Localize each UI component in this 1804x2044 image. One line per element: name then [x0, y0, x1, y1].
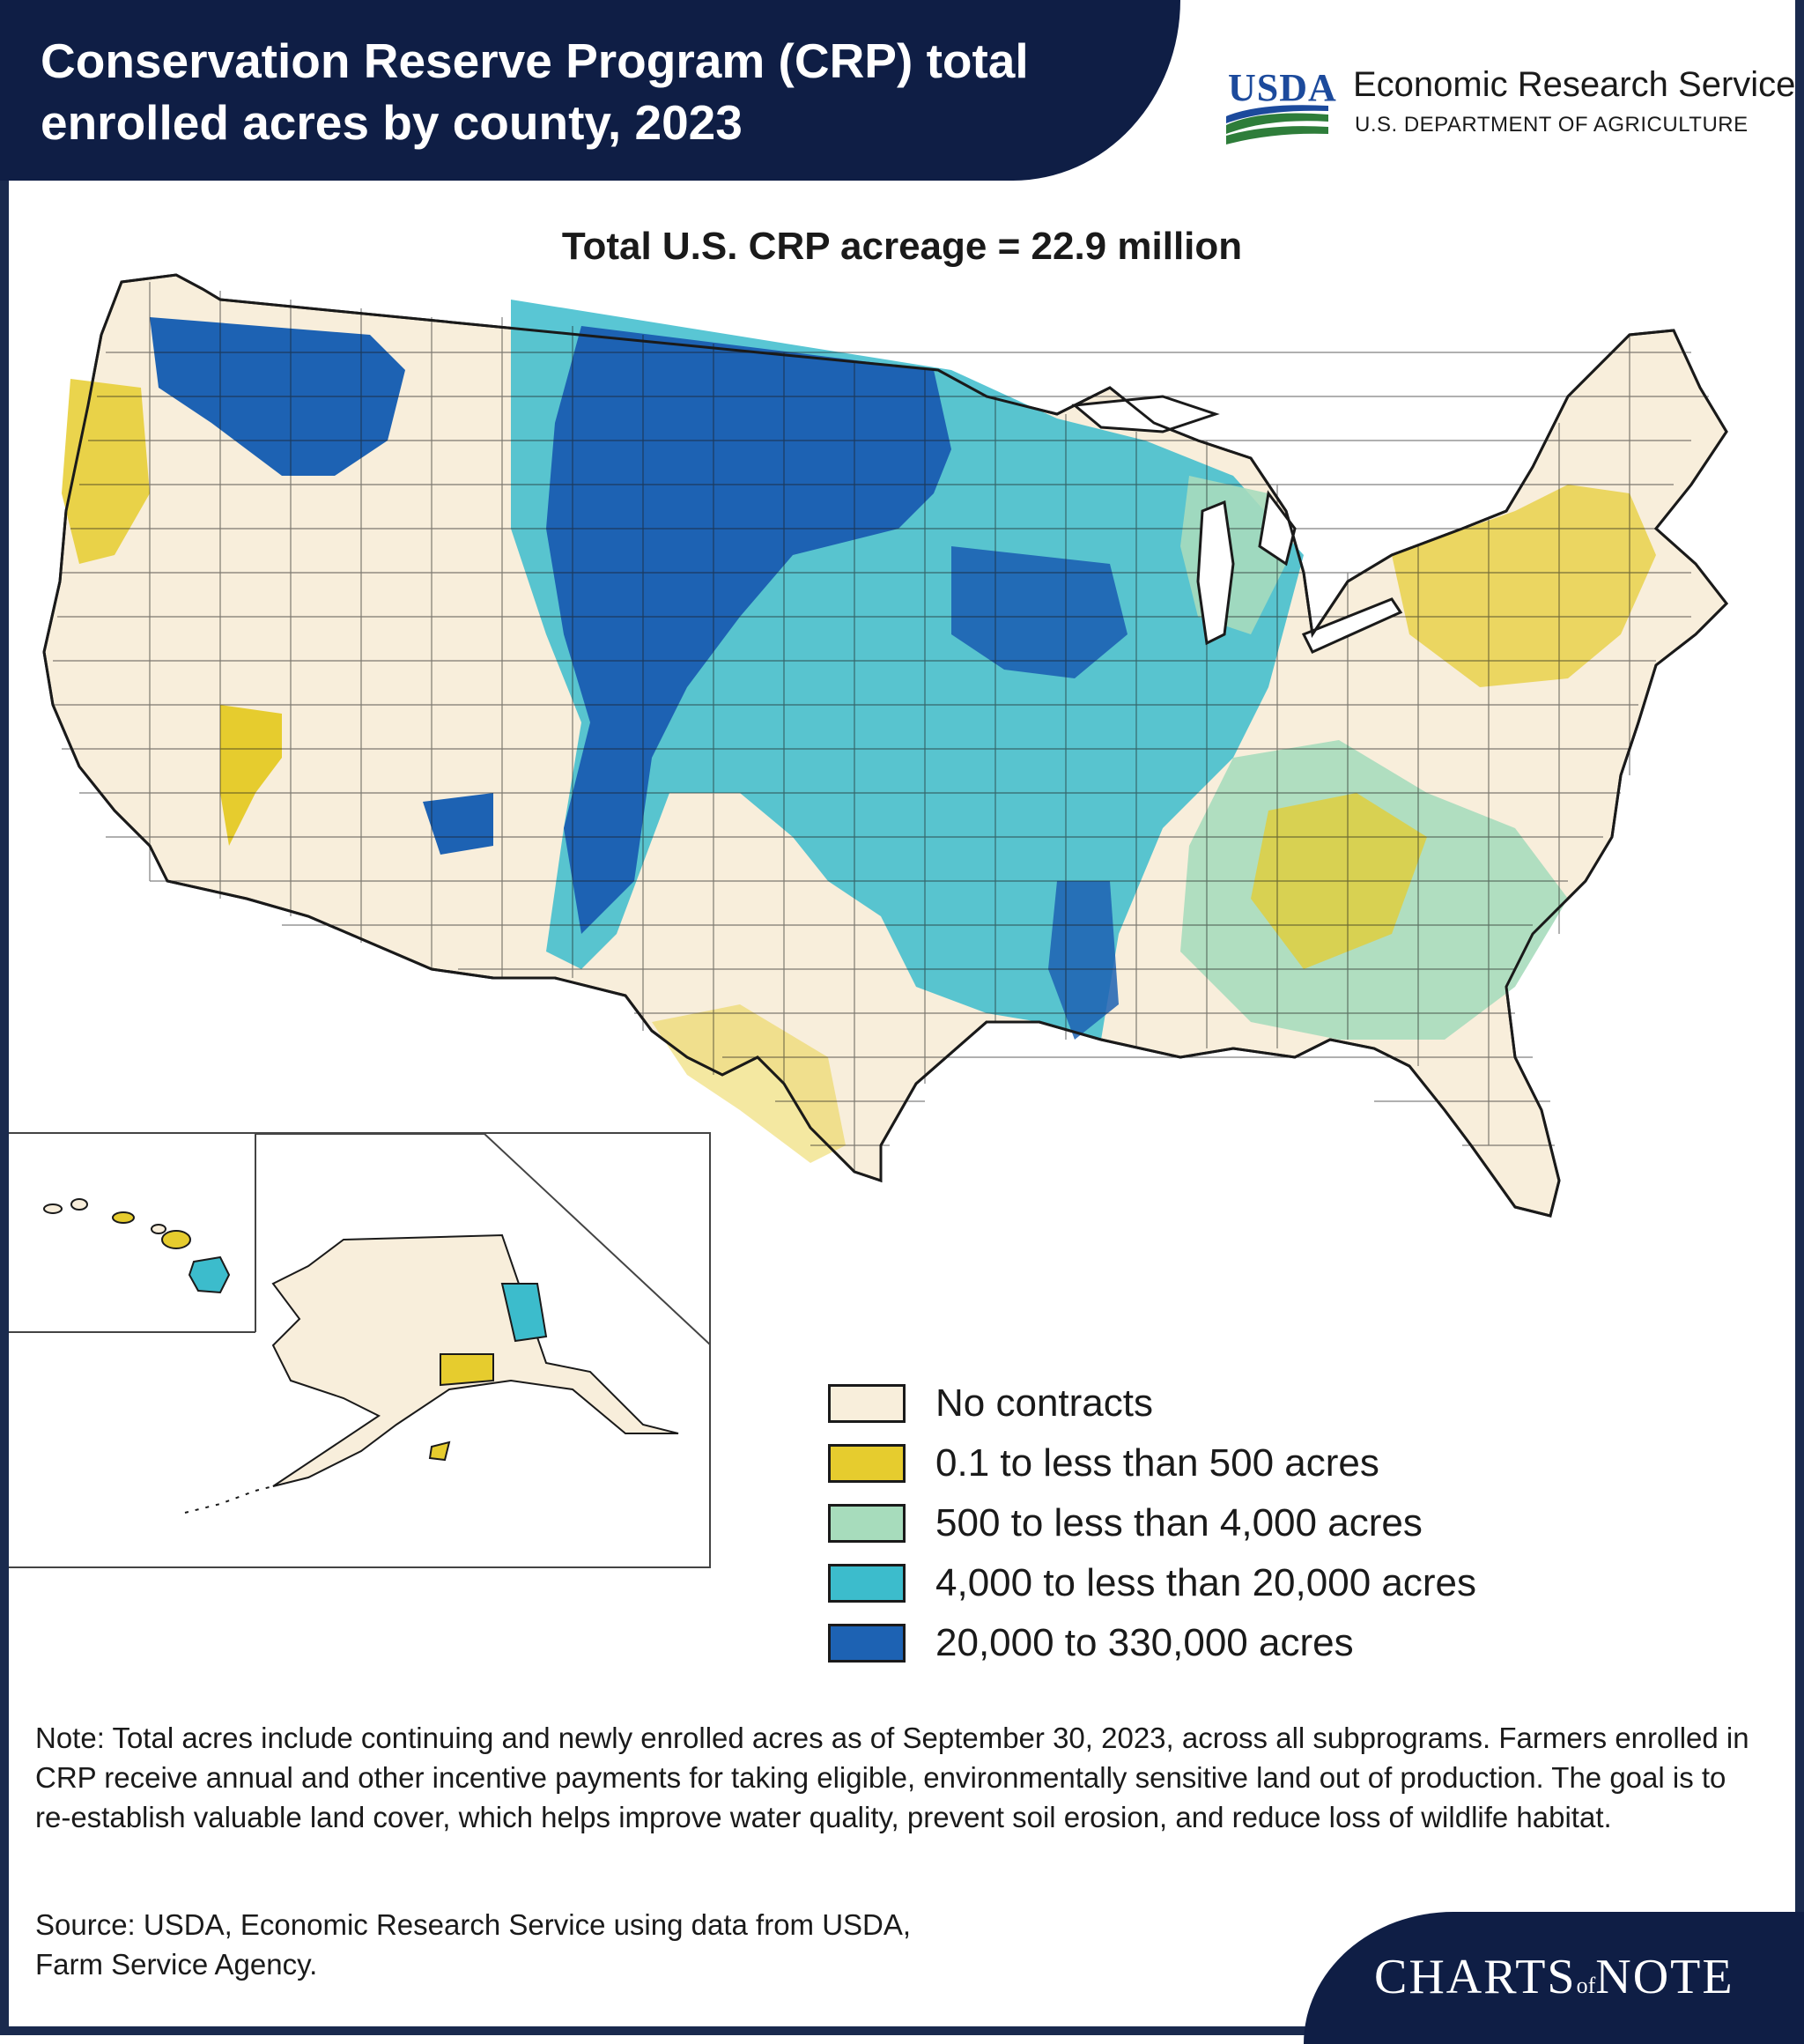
usda-logo-icon: [1226, 105, 1328, 144]
map-subtitle: Total U.S. CRP acreage = 22.9 million: [561, 225, 1243, 268]
usda-ers-logo: USDA Economic Research Service U.S. DEPA…: [1224, 63, 1795, 152]
lake-michigan: [1196, 500, 1235, 646]
badge-of: of: [1576, 1973, 1596, 1998]
lake-huron: [1258, 490, 1297, 567]
nevada-county-low: [220, 705, 282, 846]
legend-swatch: [828, 1504, 906, 1543]
legend-swatch: [828, 1384, 906, 1423]
hawaii-islands: [43, 1198, 231, 1294]
lake-erie: [1301, 597, 1403, 654]
texas-low-region: [652, 1004, 846, 1163]
legend-label: No contracts: [935, 1381, 1153, 1425]
legend-label: 0.1 to less than 500 acres: [935, 1441, 1379, 1485]
northeast-low-region: [1392, 485, 1656, 687]
charts-of-note-wordmark: CHARTSofNOTE: [1374, 1949, 1734, 2005]
legend-swatch: [828, 1564, 906, 1603]
usda-wordmark: USDA: [1228, 66, 1337, 109]
legend-item-mid: 500 to less than 4,000 acres: [828, 1499, 1753, 1552]
source-line-1: Source: USDA, Economic Research Service …: [35, 1908, 912, 1941]
agency-name: Economic Research Service: [1353, 65, 1796, 104]
source-line-2: Farm Service Agency.: [35, 1948, 318, 1981]
legend-item-high: 4,000 to less than 20,000 acres: [828, 1559, 1753, 1611]
legend-label: 4,000 to less than 20,000 acres: [935, 1561, 1476, 1604]
title-line-2: enrolled acres by county, 2023: [41, 95, 743, 150]
title-line-1: Conservation Reserve Program (CRP) total: [41, 33, 1029, 88]
legend-item-top: 20,000 to 330,000 acres: [828, 1618, 1753, 1671]
inset-map: [9, 1133, 712, 1514]
department-name: U.S. DEPARTMENT OF AGRICULTURE: [1355, 113, 1749, 137]
legend-swatch: [828, 1444, 906, 1483]
us-county-map: [42, 273, 1728, 1218]
page-title: Conservation Reserve Program (CRP) total…: [41, 30, 1098, 153]
legend-item-low: 0.1 to less than 500 acres: [828, 1439, 1753, 1492]
badge-note: NOTE: [1595, 1950, 1734, 2004]
high-enrollment-region: [546, 326, 951, 934]
legend-item-no-contracts: No contracts: [828, 1379, 1753, 1432]
alaska-hawaii-inset: [9, 1132, 712, 1568]
legend-label: 500 to less than 4,000 acres: [935, 1501, 1423, 1544]
badge-charts: CHARTS: [1374, 1950, 1577, 2004]
charts-of-note-badge: CHARTSofNOTE: [1304, 1912, 1804, 2044]
note-text: Note: Total acres include continuing and…: [35, 1722, 1749, 1833]
legend-swatch: [828, 1624, 906, 1663]
header-banner: Conservation Reserve Program (CRP) total…: [0, 0, 1180, 181]
county-grid: [53, 282, 1709, 1172]
legend-label: 20,000 to 330,000 acres: [935, 1621, 1354, 1664]
lake-superior: [1071, 395, 1220, 433]
utah-county-high: [423, 793, 493, 855]
alaska: [184, 1233, 679, 1514]
source-text: Source: USDA, Economic Research Service …: [35, 1905, 1145, 1984]
